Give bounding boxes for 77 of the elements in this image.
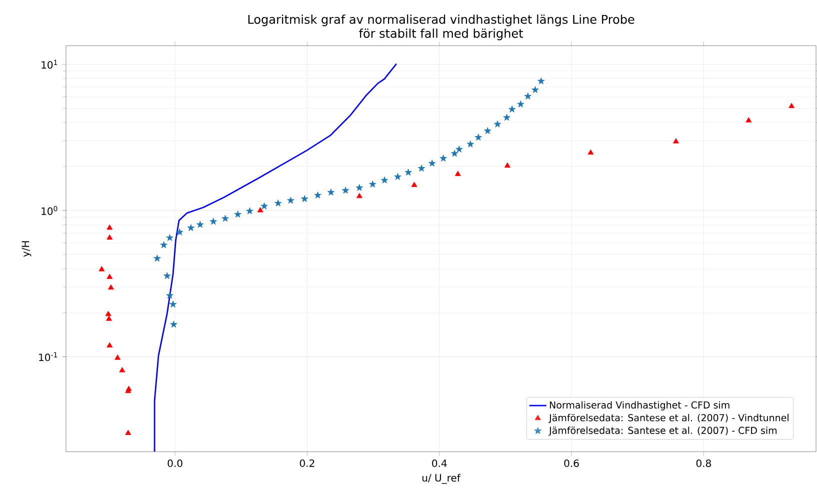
x-tick-label: 0.8 bbox=[696, 459, 711, 468]
point bbox=[210, 218, 217, 225]
point bbox=[160, 241, 168, 248]
point bbox=[163, 272, 171, 279]
line-series bbox=[154, 63, 398, 452]
point bbox=[170, 320, 178, 328]
chart-title: Logaritmisk graf av normaliserad vindhastighet längs Line Probe bbox=[248, 14, 634, 26]
x-tick-label: 0.4 bbox=[432, 459, 447, 468]
point bbox=[114, 354, 121, 360]
point bbox=[314, 192, 322, 198]
point bbox=[588, 149, 594, 155]
point bbox=[454, 170, 461, 176]
point bbox=[503, 114, 510, 121]
point bbox=[246, 207, 254, 214]
point bbox=[106, 224, 113, 230]
point bbox=[169, 300, 177, 308]
point bbox=[176, 228, 184, 236]
point bbox=[508, 106, 516, 112]
point bbox=[106, 274, 113, 279]
chart-subtitle: för stabilt fall med bärighet bbox=[359, 28, 524, 40]
point bbox=[404, 168, 412, 176]
point bbox=[428, 160, 436, 166]
point bbox=[166, 234, 174, 241]
point bbox=[504, 162, 510, 168]
point bbox=[672, 138, 679, 144]
point bbox=[106, 342, 113, 348]
point bbox=[450, 150, 458, 157]
x-tick-label: 0.2 bbox=[300, 459, 314, 468]
point bbox=[222, 214, 229, 222]
point bbox=[108, 284, 114, 290]
point bbox=[287, 196, 294, 204]
point bbox=[538, 77, 545, 84]
point bbox=[532, 86, 539, 93]
y-tick-label: 10$^{0}$ bbox=[42, 206, 58, 215]
point bbox=[187, 224, 195, 232]
point bbox=[474, 134, 482, 141]
point bbox=[327, 188, 335, 196]
point bbox=[356, 184, 364, 191]
point bbox=[494, 120, 502, 128]
point bbox=[342, 186, 350, 194]
point bbox=[300, 195, 308, 202]
point bbox=[106, 234, 113, 240]
point bbox=[418, 164, 426, 172]
point bbox=[380, 176, 388, 184]
x-tick-label: 0.6 bbox=[564, 459, 579, 468]
point bbox=[257, 207, 264, 212]
point bbox=[369, 180, 376, 188]
point bbox=[524, 92, 532, 100]
point bbox=[119, 367, 126, 372]
point bbox=[746, 117, 752, 122]
legend-label: Jämförelsedata: Santese et al. (2007) - CFD sim bbox=[548, 426, 777, 436]
point bbox=[106, 316, 112, 321]
point bbox=[456, 146, 463, 152]
point bbox=[517, 100, 524, 108]
point bbox=[105, 310, 112, 316]
x-axis-title: u/ U_ref bbox=[422, 474, 461, 484]
legend-label: Jämförelsedata: Santese et al. (2007) - Vindtunnel bbox=[548, 414, 788, 424]
point bbox=[440, 154, 447, 162]
point bbox=[356, 192, 362, 198]
point bbox=[788, 102, 795, 108]
point bbox=[484, 127, 492, 134]
y-tick-label: 10$^{1}$ bbox=[42, 60, 58, 69]
point bbox=[154, 254, 161, 262]
point bbox=[234, 210, 242, 218]
point bbox=[411, 182, 418, 187]
y-tick-label: 10$^{-1}$ bbox=[39, 352, 58, 362]
point bbox=[274, 200, 282, 206]
point bbox=[166, 292, 174, 299]
point bbox=[98, 266, 105, 272]
x-tick-label: 0.0 bbox=[168, 459, 182, 468]
point bbox=[196, 220, 204, 228]
point bbox=[466, 140, 474, 148]
y-axis-title: y/H bbox=[22, 241, 32, 257]
legend-label: Normaliserad Vindhastighet - CFD sim bbox=[550, 401, 730, 410]
point bbox=[125, 430, 132, 435]
point bbox=[260, 202, 268, 210]
point bbox=[394, 173, 402, 180]
